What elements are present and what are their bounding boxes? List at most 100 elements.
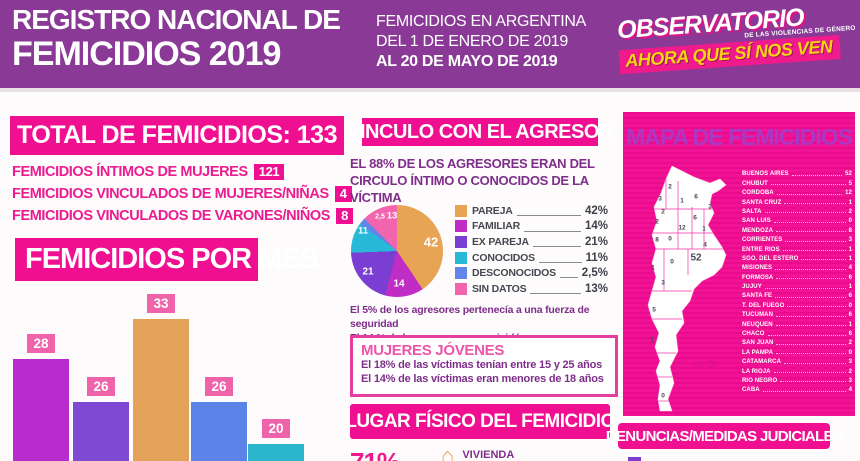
province-count: 12 xyxy=(845,190,852,197)
province-count: 3 xyxy=(848,237,852,244)
mujeres-jovenes-box: MUJERES JÓVENES El 18% de las víctimas t… xyxy=(350,335,618,397)
breakdown-line-0: FEMICIDIOS ÍNTIMOS DE MUJERES 121 xyxy=(12,161,344,183)
header-divider xyxy=(0,88,860,92)
province-row-tucuman: TUCUMAN 6 xyxy=(742,309,852,318)
province-count-list: BUENOS AIRES 52 CHUBUT 5 CORDOBA 12 SANTA CRUZ… xyxy=(742,168,852,393)
province-name: BUENOS AIRES xyxy=(742,171,789,178)
province-name: CHUBUT xyxy=(742,180,768,187)
map-number-52: 52 xyxy=(690,252,702,264)
province-leader-line xyxy=(764,287,846,289)
femicidios-breakdown-list: FEMICIDIOS ÍNTIMOS DE MUJERES 121 FEMICIDI… xyxy=(12,161,353,227)
province-row-salta: SALTA 2 xyxy=(742,206,852,215)
legend-leader-line xyxy=(559,268,578,279)
province-name: CHACO xyxy=(742,331,765,338)
province-count: 1 xyxy=(848,199,852,206)
province-leader-line xyxy=(776,343,846,345)
lugar-fisico-banner: LUGAR FÍSICO DEL FEMICIDIO xyxy=(345,404,615,439)
province-name: CORDOBA xyxy=(742,190,774,197)
observatorio-logo: OBSERVATORIO DE LAS VIOLENCIAS DE GÉNERO… xyxy=(616,0,857,75)
map-number-0: 0 xyxy=(670,258,674,266)
legend-label: SIN DATOS xyxy=(472,282,527,295)
map-number-8: 8 xyxy=(655,236,659,244)
province-name: CORRIENTES xyxy=(742,237,783,244)
province-leader-line xyxy=(784,362,846,364)
province-count: 1 xyxy=(848,246,852,253)
province-name: SAN JUAN xyxy=(742,340,774,347)
province-row-san-juan: SAN JUAN 2 xyxy=(742,337,852,346)
map-number-6: 6 xyxy=(694,193,698,201)
province-leader-line xyxy=(785,240,846,242)
pie-slice-value-sin-datos: 13 xyxy=(386,210,398,222)
map-number-5: 5 xyxy=(652,306,656,314)
province-count: 52 xyxy=(845,171,852,178)
denuncias-banner: DENUNCIAS/MEDIDAS JUDICIALES xyxy=(606,423,843,449)
province-count: 0 xyxy=(848,349,852,356)
province-row-santa-fe: SANTA FE 6 xyxy=(742,290,852,299)
province-name: JUJUY xyxy=(742,284,762,291)
legend-label: CONOCIDOS xyxy=(472,251,535,264)
pie-slice-value-pareja: 42 xyxy=(423,234,439,250)
province-leader-line xyxy=(773,221,846,223)
legend-label: FAMILIAR xyxy=(472,220,520,233)
province-name: NEUQUEN xyxy=(742,321,773,328)
province-row-catamarca: CATAMARCA 3 xyxy=(742,356,852,365)
province-row-sgo-del-estero: SGO. DEL ESTERO 1 xyxy=(742,253,852,262)
map-number-4: 4 xyxy=(703,241,707,249)
province-name: SANTA FE xyxy=(742,293,773,300)
vinculo-pie-chart: 42 14 21 11 2,5 13 xyxy=(351,205,443,297)
legend-percentage: 13% xyxy=(584,282,608,295)
province-count: 1 xyxy=(848,321,852,328)
province-leader-line xyxy=(767,334,846,336)
province-count: 4 xyxy=(848,265,852,272)
province-leader-line xyxy=(776,353,846,355)
legend-row-pareja: PAREJA 42% xyxy=(455,203,608,219)
pie-slice-value-desconocidos: 2,5 xyxy=(375,213,385,221)
province-leader-line xyxy=(764,212,846,214)
bar-month-3 xyxy=(133,319,189,461)
province-name: LA PAMPA xyxy=(742,349,774,356)
province-count: 4 xyxy=(848,387,852,394)
province-leader-line xyxy=(787,306,846,308)
province-row-caba: CABA 4 xyxy=(742,384,852,393)
legend-color-swatch xyxy=(455,267,467,280)
province-count: 2 xyxy=(848,340,852,347)
province-leader-line xyxy=(776,231,846,233)
map-number-0: 0 xyxy=(668,235,672,243)
legend-row-desconocidos: DESCONOCIDOS 2,5% xyxy=(455,265,608,281)
province-leader-line xyxy=(775,325,846,327)
map-number-12: 12 xyxy=(678,224,686,232)
bar-value-badge: 33 xyxy=(147,294,175,313)
province-row-misiones: MISIONES 4 xyxy=(742,262,852,271)
province-name: LA RIOJA xyxy=(742,368,771,375)
mapa-femicidios-box xyxy=(623,112,855,416)
province-name: ENTRE RIOS xyxy=(742,246,780,253)
breakdown-label: FEMICIDIOS VINCULADOS DE VARONES/NIÑOS xyxy=(12,208,331,224)
legend-row-familiar: FAMILIAR 14% xyxy=(455,219,608,235)
page-title-line1: REGISTRO NACIONAL DE xyxy=(12,4,341,35)
page-title: REGISTRO NACIONAL DE FEMICIDIOS 2019 xyxy=(12,4,341,73)
vinculo-subtitle: EL 88% DE LOS AGRESORES ERAN DEL CIRCULO… xyxy=(350,156,595,205)
femicidios-por-mes-banner: FEMICIDIOS POR MES xyxy=(15,238,319,281)
legend-label: EX PAREJA xyxy=(472,235,529,248)
province-name: MENDOZA xyxy=(742,227,774,234)
page-title-line2: FEMICIDIOS 2019 xyxy=(12,35,281,73)
province-leader-line xyxy=(775,268,846,270)
province-name: CABA xyxy=(742,387,760,394)
province-row-cordoba: CORDOBA 12 xyxy=(742,187,852,196)
province-row-la-pampa: LA PAMPA 0 xyxy=(742,346,852,356)
province-count: 1 xyxy=(848,284,852,291)
province-count: 3 xyxy=(848,377,852,384)
province-row-rio-negro: RIO NEGRO 3 xyxy=(742,375,852,384)
bar-value-badge: 20 xyxy=(262,419,290,438)
province-count: 0 xyxy=(848,302,852,309)
breakdown-line-2: FEMICIDIOS VINCULADOS DE VARONES/NIÑOS 8 xyxy=(12,205,353,227)
province-row-san-luis: SAN LUIS 0 xyxy=(742,215,852,224)
province-leader-line xyxy=(782,250,846,252)
map-number-1: 1 xyxy=(650,336,654,344)
province-row-santa-cruz: SANTA CRUZ 1 xyxy=(742,196,852,206)
province-leader-line xyxy=(784,203,846,205)
province-row-buenos-aires: BUENOS AIRES 52 xyxy=(742,168,852,177)
bar-value-badge: 26 xyxy=(205,377,233,396)
province-row-mendoza: MENDOZA 8 xyxy=(742,224,852,234)
province-row-chubut: CHUBUT 5 xyxy=(742,177,852,187)
